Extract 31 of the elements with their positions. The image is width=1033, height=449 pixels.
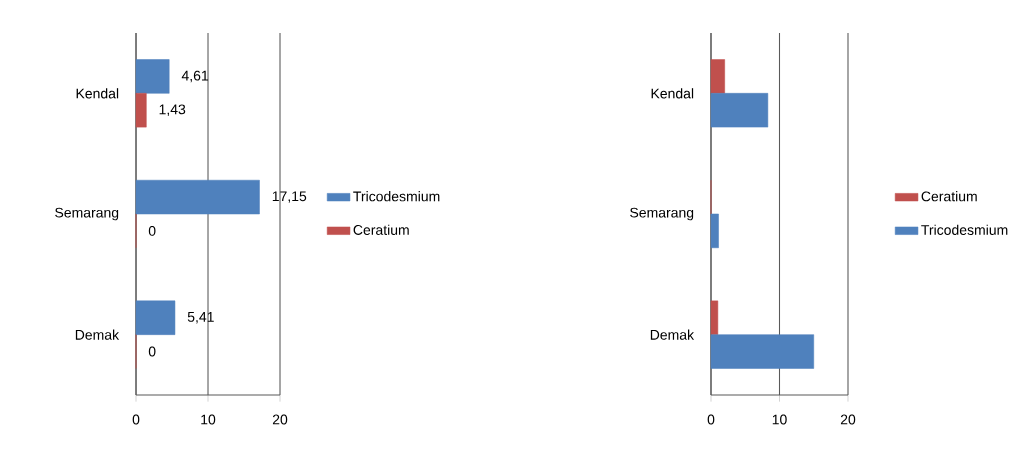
bar <box>135 59 170 94</box>
data-label: 5,41 <box>187 312 214 324</box>
legend-label: Tricodesmium <box>353 191 440 202</box>
x-tick-label: 20 <box>272 414 288 425</box>
y-tick-label: Kendal <box>76 88 119 99</box>
x-tick-label: 0 <box>707 414 715 425</box>
data-label: 17,15 <box>272 191 307 203</box>
y-tick-label: Demak <box>75 329 120 340</box>
bar <box>135 93 147 128</box>
y-tick-label: Semarang <box>55 207 119 221</box>
bar <box>710 213 719 249</box>
y-tick-label: Kendal <box>651 88 694 99</box>
x-tick-label: 10 <box>772 414 787 425</box>
y-tick-label: Semarang <box>630 207 694 221</box>
x-tick-label: 10 <box>201 414 216 425</box>
bar <box>710 93 769 128</box>
bar <box>135 300 176 335</box>
data-label: 1,43 <box>159 104 186 117</box>
x-tick-label: 0 <box>132 414 140 425</box>
legend-label: Ceratium <box>353 224 409 235</box>
legend-label: Ceratium <box>921 191 977 202</box>
y-tick-label: Demak <box>650 329 695 340</box>
legend-label: Tricodesmium <box>921 224 1008 235</box>
x-tick-label: 20 <box>840 414 856 425</box>
bar <box>135 179 260 215</box>
bar <box>710 300 719 335</box>
bar <box>710 59 725 94</box>
data-label: 4,61 <box>181 70 209 83</box>
bar <box>710 334 815 369</box>
data-label: 0 <box>148 346 156 357</box>
data-label: 0 <box>148 225 156 236</box>
